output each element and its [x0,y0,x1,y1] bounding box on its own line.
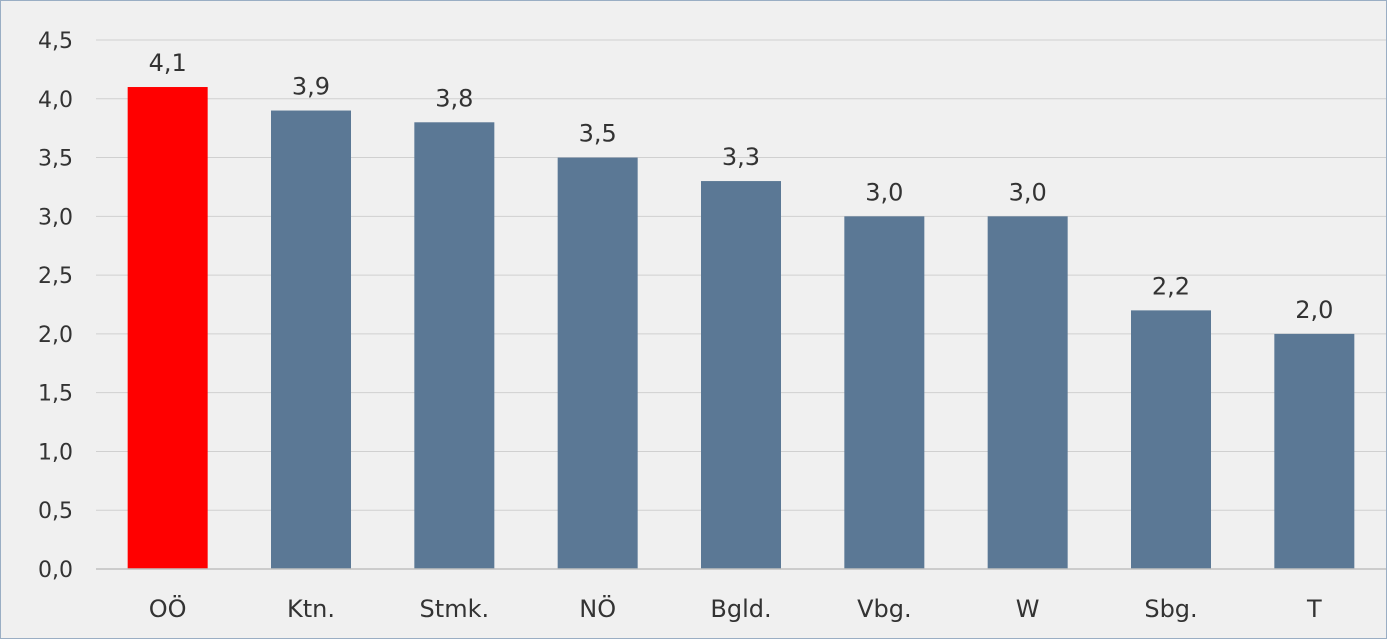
y-tick-label: 2,0 [38,323,73,348]
y-tick-label: 4,5 [38,29,73,54]
data-label: 4,1 [149,49,187,77]
data-label: 2,2 [1152,272,1190,300]
x-tick-label: T [1306,595,1322,623]
data-label: 3,8 [435,84,473,112]
y-tick-label: 0,5 [38,499,73,524]
x-tick-label: Bgld. [710,595,771,623]
y-tick-label: 4,0 [38,88,73,113]
data-label: 3,3 [722,143,760,171]
bar-5 [844,216,925,570]
data-label: 3,0 [1009,178,1047,206]
bar-7 [1131,310,1211,569]
x-tick-label: Vbg. [857,595,912,623]
data-labels: 4,1 3,9 3,8 3,5 3,3 3,0 3,0 2,2 2,0 [149,49,1334,324]
x-tick-label: NÖ [579,594,616,623]
bar-1 [271,110,351,570]
y-axis: 0,0 0,5 1,0 1,5 2,0 2,5 3,0 3,5 4,0 4,5 [38,29,73,583]
x-tick-label: Sbg. [1144,595,1197,623]
y-tick-label: 0,0 [38,558,73,583]
x-tick-label: Ktn. [287,595,335,623]
bar-2 [414,122,495,570]
y-tick-label: 1,5 [38,382,73,407]
y-tick-label: 1,0 [38,440,73,465]
bar-6 [987,216,1068,570]
data-label: 3,9 [292,73,330,101]
x-axis: OÖ Ktn. Stmk. NÖ Bgld. Vbg. W Sbg. T [96,568,1386,623]
data-label: 2,0 [1295,296,1333,324]
data-label: 3,0 [865,178,903,206]
bars [127,87,1355,570]
x-tick-label: Stmk. [420,595,490,623]
bar-8 [1274,333,1355,569]
bar-3 [557,157,638,570]
y-tick-label: 3,0 [38,205,73,230]
data-label: 3,5 [579,120,617,148]
y-tick-label: 3,5 [38,147,73,172]
x-tick-label: W [1016,595,1040,623]
bar-4 [701,181,781,570]
y-tick-label: 2,5 [38,264,73,289]
bar-0 [127,87,208,570]
x-tick-label: OÖ [149,594,187,623]
